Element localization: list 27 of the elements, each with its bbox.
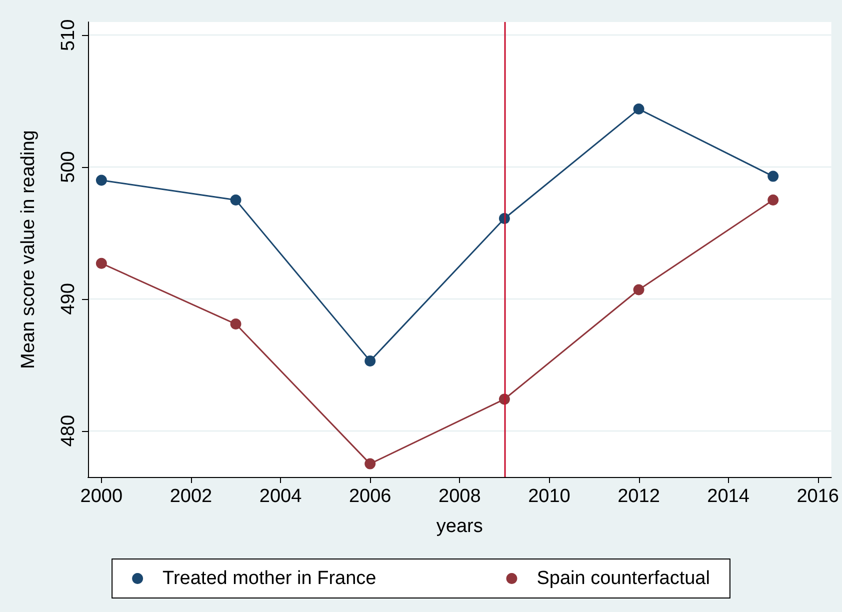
- y-tick-label: 510: [58, 19, 79, 52]
- x-tick-label: 2016: [796, 486, 840, 507]
- point: [633, 104, 644, 115]
- y-tick-label: 500: [58, 151, 79, 183]
- y-tick-label: 490: [58, 283, 79, 315]
- legend-label: Spain counterfactual: [536, 568, 710, 589]
- x-tick-label: 2006: [348, 486, 392, 507]
- x-tick-label: 2004: [259, 486, 302, 507]
- y-axis-title: Mean score value in reading: [18, 130, 39, 369]
- x-tick-label: 2010: [528, 486, 570, 507]
- point: [230, 194, 242, 206]
- y-tick-label: 480: [58, 414, 79, 447]
- x-tick-label: 2014: [707, 486, 750, 507]
- x-tick-label: 2012: [618, 486, 660, 507]
- point: [633, 284, 644, 296]
- point: [364, 458, 376, 470]
- point: [364, 355, 376, 366]
- x-tick-label: 2002: [170, 486, 212, 507]
- point: [96, 174, 107, 186]
- point: [768, 194, 779, 206]
- point: [230, 318, 242, 330]
- legend-label: Treated mother in France: [162, 568, 376, 589]
- x-tick-label: 2000: [80, 486, 123, 507]
- x-axis-title: years: [436, 516, 483, 537]
- x-tick-label: 2008: [438, 486, 481, 507]
- point: [96, 258, 107, 269]
- point: [768, 170, 779, 182]
